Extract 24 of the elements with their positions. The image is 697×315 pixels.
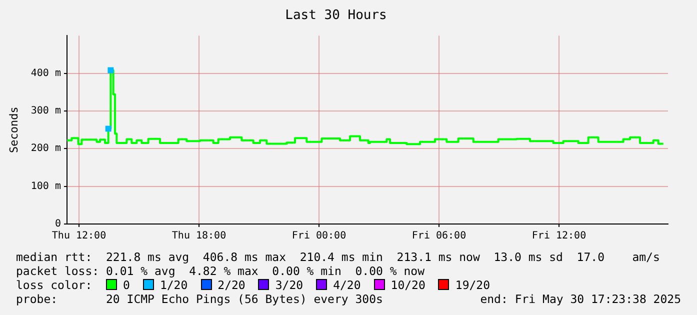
y-axis-title: Seconds (7, 106, 20, 153)
legend-label: 10/20 (390, 278, 426, 292)
text: probe: 20 ICMP Echo Pings (56 Bytes) every 300s (16, 292, 383, 306)
x-tick-label: Fri 00:00 (292, 230, 346, 242)
legend-label: 19/20 (455, 278, 490, 292)
text: median rtt: 221.8 ms avg 406.8 ms max 210.4 ms min 213.1 ms now 13.0 ms sd 17.0 am/s (16, 250, 661, 264)
text: end: Fri May 30 17:23:38 2025 (480, 292, 681, 306)
legend-title: loss color: (16, 278, 94, 292)
y-tick-label: 0 (54, 218, 61, 230)
text: packet loss: 0.01 % avg 4.82 % max 0.00 % min 0.00 % now (16, 264, 426, 278)
y-tick-label: 400 m (30, 68, 61, 79)
y-tick-label: 200 m (30, 143, 61, 154)
legend-label: 2/20 (218, 278, 246, 292)
y-tick-label: 300 m (30, 106, 61, 117)
x-tick-label: Thu 18:00 (172, 230, 226, 242)
chart-title: Last 30 Hours (285, 8, 387, 24)
x-tick-label: Fri 06:00 (412, 230, 466, 242)
legend-label: 3/20 (275, 278, 304, 292)
x-tick-label: Thu 12:00 (52, 230, 106, 242)
legend-label: 1/20 (160, 278, 188, 292)
y-tick-label: 100 m (30, 180, 61, 192)
x-tick-label: Fri 12:00 (532, 230, 586, 242)
legend-label: 4/20 (333, 278, 361, 292)
legend-label: 0 (123, 278, 130, 292)
